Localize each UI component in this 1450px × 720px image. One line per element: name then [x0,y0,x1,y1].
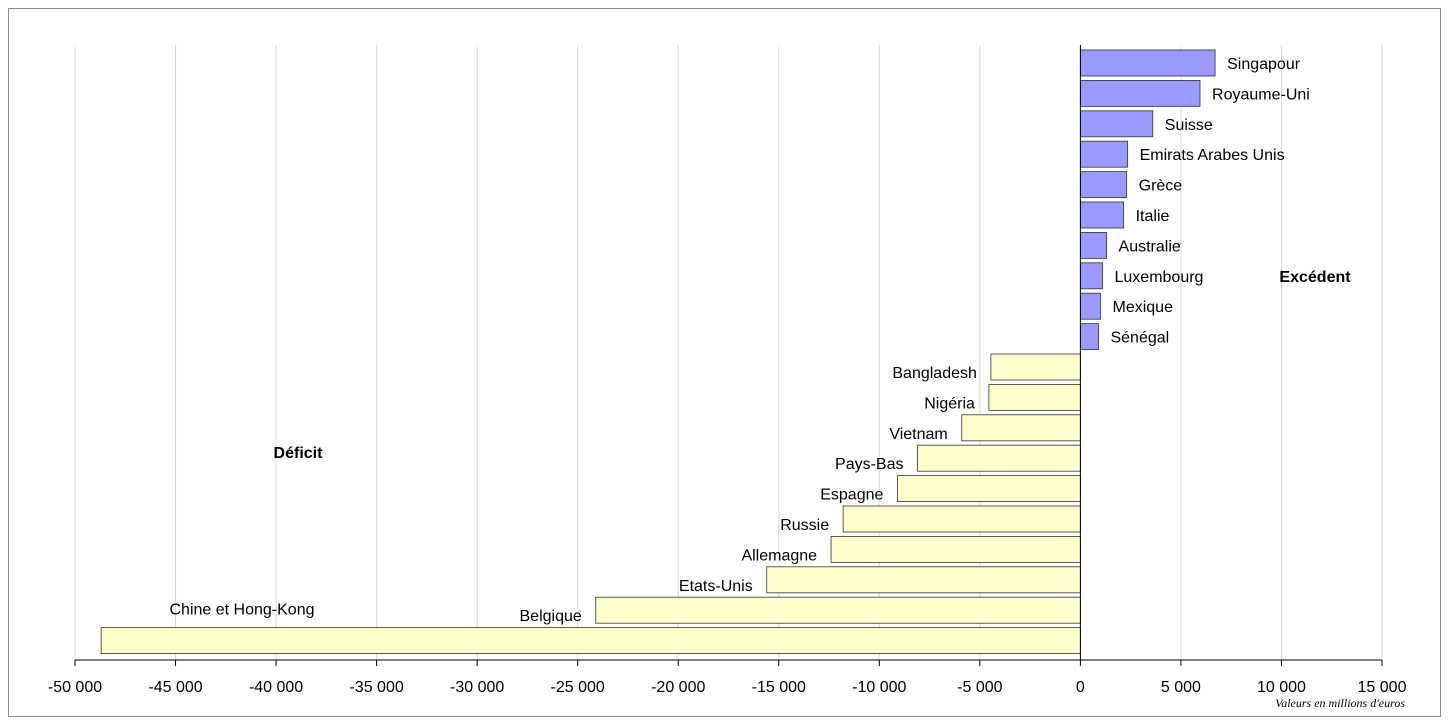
x-tick-label: 0 [1076,679,1085,696]
gridlines [74,45,1383,660]
surplus-annotation: Excédent [1279,269,1351,286]
category-label: Australie [1119,238,1181,255]
category-label: Singapour [1227,56,1301,73]
x-tick-label: -15 000 [752,679,806,696]
category-label: Belgique [520,608,582,625]
category-label: Vietnam [889,426,947,443]
category-label: Royaume-Uni [1212,86,1310,103]
category-label: Espagne [820,487,883,504]
x-tick-label: 15 000 [1358,679,1407,696]
x-tick-label: -45 000 [148,679,202,696]
bar-luxembourg [1079,262,1103,290]
x-tick-label: 10 000 [1257,679,1306,696]
x-tick-label: -40 000 [249,679,303,696]
category-label: Grèce [1139,178,1183,195]
category-label: Emirats Arabes Unis [1140,147,1285,164]
bar-espagne [897,475,1081,503]
category-label: Etats-Unis [679,578,753,595]
bar-vietnam [961,414,1081,442]
bars [100,49,1216,654]
category-label: Allemagne [741,547,817,564]
x-tick-label: -25 000 [551,679,605,696]
x-axis: -50 000 -45 000 -40 000 -35 000 -30 000 -25 0… [48,45,1407,696]
bar-labels: Singapour Royaume-Uni Suisse Emirats Arabes… [170,56,1310,625]
bar-singapour [1079,49,1216,77]
bar-royaume-uni [1079,80,1201,107]
bar-etats-unis [766,566,1081,594]
category-label: Suisse [1165,117,1213,134]
bar-australie [1079,231,1107,259]
bar-italie [1079,201,1125,229]
category-label: Pays-Bas [835,456,903,473]
bar-s-n-gal [1079,323,1099,351]
category-label: Mexique [1112,299,1173,316]
x-axis-title: Valeurs en millions d'euros [1275,696,1405,710]
bar-russie [842,505,1081,533]
category-label: Sénégal [1110,330,1169,347]
bar-chine-et-hong-kong [100,627,1081,654]
x-tick-label: -5 000 [957,679,1002,696]
category-label: Nigéria [924,395,975,412]
bar-allemagne [830,536,1081,563]
bar-bangladesh [990,353,1081,381]
bar-suisse [1079,110,1154,138]
deficit-annotation: Déficit [274,445,324,462]
category-label: Italie [1136,208,1170,225]
bar-mexique [1079,292,1101,320]
bar-emirats-arabes-unis [1079,140,1129,168]
category-label: Chine et Hong-Kong [170,602,315,619]
x-tick-label: -20 000 [651,679,705,696]
bar-gr-ce [1079,171,1128,199]
x-tick-label: -50 000 [48,679,102,696]
x-tick-label: 5 000 [1161,679,1201,696]
bar-belgique [595,596,1081,624]
bar-nig-ria [988,383,1081,411]
bar-pays-bas [917,444,1081,472]
category-label: Russie [780,517,829,534]
x-tick-label: -30 000 [450,679,504,696]
category-label: Luxembourg [1115,269,1204,286]
x-tick-label: -35 000 [349,679,403,696]
category-label: Bangladesh [892,365,977,382]
x-tick-label: -10 000 [852,679,906,696]
